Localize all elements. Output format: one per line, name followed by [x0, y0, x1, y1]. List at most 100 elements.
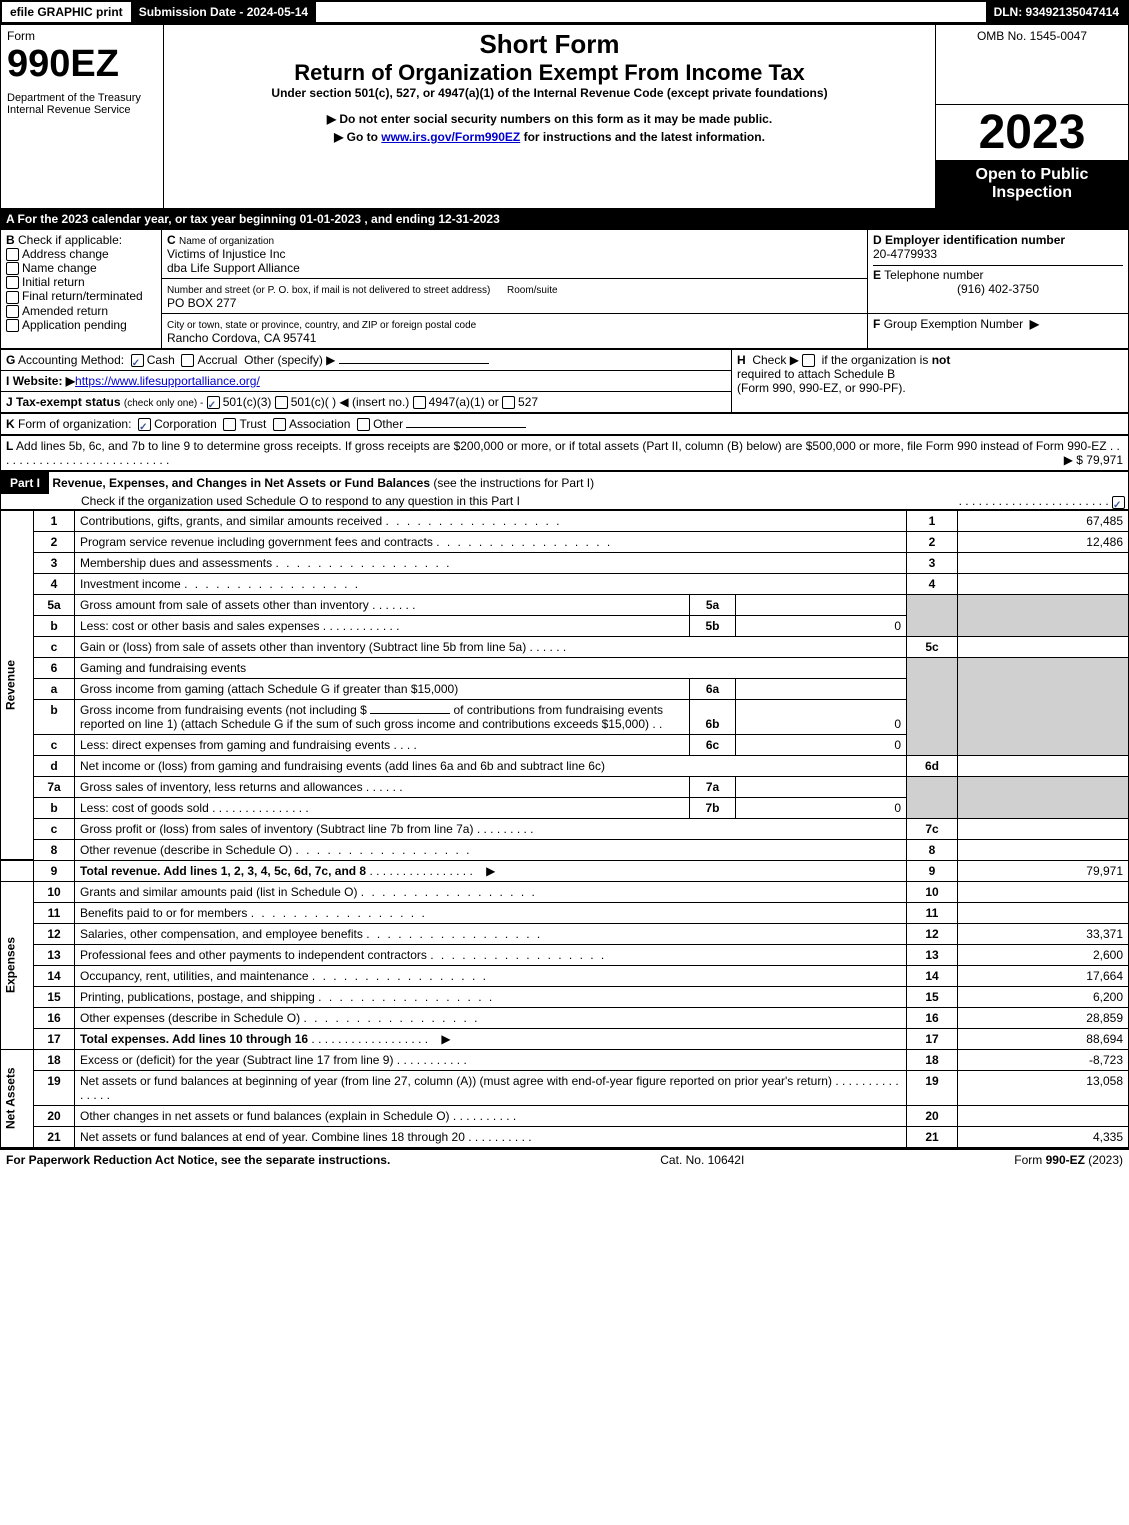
- ln5b-shade2: [958, 615, 1129, 636]
- opt-other-method: Other (specify) ▶: [244, 353, 335, 367]
- ln10-val: [958, 881, 1129, 902]
- ln7b-shade: [907, 797, 958, 818]
- ln19-box: 19: [907, 1070, 958, 1105]
- irs-link[interactable]: www.irs.gov/Form990EZ: [381, 130, 520, 144]
- chk-final[interactable]: [6, 291, 19, 304]
- ln3-desc: Membership dues and assessments: [75, 552, 907, 573]
- opt-501c: 501(c)( ) ◀ (insert no.): [291, 395, 410, 409]
- section-h: H Check ▶ if the organization is not req…: [732, 349, 1129, 413]
- tax-year: 2023: [936, 105, 1128, 160]
- ln5c-num: c: [34, 636, 75, 657]
- ln6a-shade2: [958, 678, 1129, 699]
- section-c-addr: Number and street (or P. O. box, if mail…: [162, 278, 868, 313]
- title-cell-1: Short Form Return of Organization Exempt…: [164, 25, 936, 105]
- ln6c-sval: 0: [736, 734, 907, 755]
- ln6a-sbox: 6a: [690, 678, 736, 699]
- ln6-desc: Gaming and fundraising events: [75, 657, 907, 678]
- opt-trust: Trust: [239, 417, 266, 431]
- section-j: J Tax-exempt status (check only one) - 5…: [1, 391, 732, 412]
- f-label: Group Exemption Number: [884, 317, 1023, 331]
- chk-pending[interactable]: [6, 319, 19, 332]
- ln11-desc: Benefits paid to or for members: [75, 902, 907, 923]
- b-label: Check if applicable:: [18, 233, 122, 247]
- chk-other-org[interactable]: [357, 418, 370, 431]
- chk-accrual[interactable]: [181, 354, 194, 367]
- l-text: Add lines 5b, 6c, and 7b to line 9 to de…: [16, 439, 1107, 453]
- phone: (916) 402-3750: [873, 282, 1123, 296]
- section-i: I Website: ▶https://www.lifesupportallia…: [1, 370, 732, 391]
- ln10-num: 10: [34, 881, 75, 902]
- h-not: not: [932, 353, 951, 367]
- chk-schedO[interactable]: [1112, 496, 1125, 509]
- city-label: City or town, state or province, country…: [167, 320, 476, 331]
- part1-sub: (see the instructions for Part I): [433, 476, 594, 490]
- ln6c-num: c: [34, 734, 75, 755]
- ln6d-desc: Net income or (loss) from gaming and fun…: [75, 755, 907, 776]
- footer-mid: Cat. No. 10642I: [660, 1153, 744, 1167]
- section-g: G Accounting Method: Cash Accrual Other …: [1, 349, 732, 370]
- section-l: L Add lines 5b, 6c, and 7b to line 9 to …: [1, 436, 1129, 471]
- ln6c-desc: Less: direct expenses from gaming and fu…: [75, 734, 690, 755]
- chk-corp[interactable]: [138, 418, 151, 431]
- ln6-shade: [907, 657, 958, 678]
- netassets-vlabel: Net Assets: [1, 1049, 34, 1147]
- section-c-city: City or town, state or province, country…: [162, 313, 868, 348]
- footer-right: Form 990-EZ (2023): [1014, 1153, 1123, 1167]
- ln14-val: 17,664: [958, 965, 1129, 986]
- ln17-val: 88,694: [958, 1028, 1129, 1049]
- ln18-desc: Excess or (deficit) for the year (Subtra…: [75, 1049, 907, 1070]
- ln8-num: 8: [34, 839, 75, 860]
- section-c-name: C Name of organization Victims of Injust…: [162, 229, 868, 278]
- dept-treasury: Department of the Treasury: [7, 92, 157, 104]
- ln1-num: 1: [34, 510, 75, 531]
- j-sub: (check only one) -: [124, 398, 203, 409]
- ln16-num: 16: [34, 1007, 75, 1028]
- addr-label: Number and street (or P. O. box, if mail…: [167, 285, 490, 296]
- chk-527[interactable]: [502, 396, 515, 409]
- ln19-val: 13,058: [958, 1070, 1129, 1105]
- form-word: Form: [7, 29, 157, 43]
- l-block: L Add lines 5b, 6c, and 7b to line 9 to …: [0, 435, 1129, 471]
- ln20-num: 20: [34, 1105, 75, 1126]
- ln6b-shade2: [958, 699, 1129, 734]
- chk-name[interactable]: [6, 262, 19, 275]
- opt-527: 527: [518, 395, 538, 409]
- chk-501c[interactable]: [275, 396, 288, 409]
- ln16-desc: Other expenses (describe in Schedule O): [75, 1007, 907, 1028]
- ln10-desc: Grants and similar amounts paid (list in…: [75, 881, 907, 902]
- opt-501c3: 501(c)(3): [223, 395, 272, 409]
- chk-address[interactable]: [6, 248, 19, 261]
- ln2-desc: Program service revenue including govern…: [75, 531, 907, 552]
- ln6c-shade: [907, 734, 958, 755]
- ln7a-shade2: [958, 776, 1129, 797]
- ln15-desc: Printing, publications, postage, and shi…: [75, 986, 907, 1007]
- chk-4947[interactable]: [413, 396, 426, 409]
- chk-assoc[interactable]: [273, 418, 286, 431]
- chk-initial[interactable]: [6, 276, 19, 289]
- ein: 20-4779933: [873, 247, 937, 261]
- chk-schedule-b[interactable]: [802, 354, 815, 367]
- ln20-desc: Other changes in net assets or fund bala…: [75, 1105, 907, 1126]
- form-number: 990EZ: [7, 43, 157, 86]
- ln15-num: 15: [34, 986, 75, 1007]
- title-short-form: Short Form: [170, 29, 929, 60]
- chk-amended[interactable]: [6, 305, 19, 318]
- opt-final: Final return/terminated: [22, 289, 143, 303]
- chk-cash[interactable]: [131, 354, 144, 367]
- ln12-box: 12: [907, 923, 958, 944]
- website-link[interactable]: https://www.lifesupportalliance.org/: [75, 374, 260, 388]
- ln6c-shade2: [958, 734, 1129, 755]
- chk-trust[interactable]: [223, 418, 236, 431]
- ln5c-desc: Gain or (loss) from sale of assets other…: [75, 636, 907, 657]
- l-val: ▶ $ 79,971: [1064, 453, 1123, 467]
- ln11-val: [958, 902, 1129, 923]
- expenses-vlabel: Expenses: [1, 881, 34, 1049]
- ln3-num: 3: [34, 552, 75, 573]
- opt-other-org: Other: [373, 417, 403, 431]
- ln9-num: 9: [34, 860, 75, 881]
- ln8-val: [958, 839, 1129, 860]
- footer-left: For Paperwork Reduction Act Notice, see …: [6, 1153, 390, 1167]
- chk-501c3[interactable]: [207, 396, 220, 409]
- title-cell-2: ▶ Do not enter social security numbers o…: [164, 104, 936, 208]
- ln6b-desc: Gross income from fundraising events (no…: [75, 699, 690, 734]
